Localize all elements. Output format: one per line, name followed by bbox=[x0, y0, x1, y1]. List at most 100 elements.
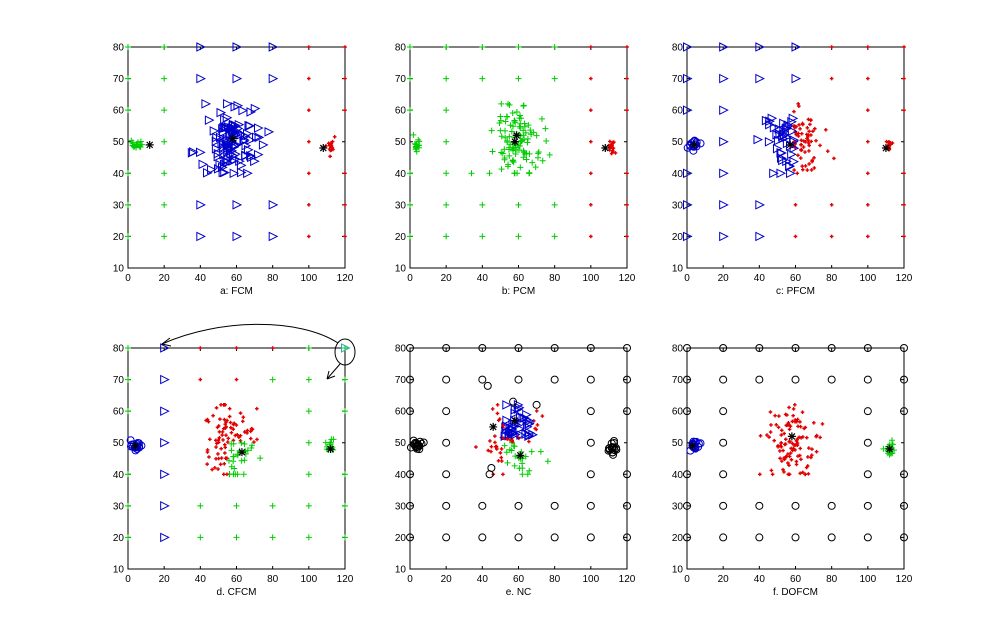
data-point bbox=[787, 440, 792, 444]
data-point bbox=[229, 168, 240, 179]
data-point bbox=[137, 138, 144, 145]
x-tick-label: 40 bbox=[195, 574, 207, 585]
x-tick-label: 20 bbox=[159, 574, 171, 585]
cluster-center bbox=[881, 144, 890, 153]
data-point bbox=[884, 139, 889, 144]
x-tick-label: 60 bbox=[790, 273, 802, 284]
data-point bbox=[519, 471, 526, 478]
data-point bbox=[478, 533, 487, 542]
y-tick-label: 10 bbox=[672, 565, 684, 576]
data-point bbox=[900, 501, 908, 510]
x-tick-label: 40 bbox=[477, 574, 489, 585]
data-point bbox=[443, 170, 450, 177]
data-point bbox=[161, 138, 168, 145]
data-point bbox=[719, 501, 728, 510]
data-point bbox=[774, 422, 779, 427]
data-point bbox=[248, 436, 253, 441]
data-point bbox=[197, 534, 204, 541]
data-point bbox=[625, 76, 629, 81]
data-point bbox=[496, 459, 501, 463]
x-tick-label: 120 bbox=[337, 273, 354, 284]
y-tick-label: 70 bbox=[113, 74, 125, 85]
data-point bbox=[812, 420, 816, 425]
data-point bbox=[719, 200, 729, 210]
data-point bbox=[866, 234, 870, 239]
data-point bbox=[787, 116, 797, 127]
data-point bbox=[479, 233, 486, 240]
data-point bbox=[228, 420, 233, 425]
data-point bbox=[241, 151, 251, 161]
data-point bbox=[474, 445, 478, 449]
data-point bbox=[829, 234, 834, 239]
data-point bbox=[902, 45, 906, 49]
data-point bbox=[411, 438, 420, 447]
data-point bbox=[216, 107, 227, 118]
x-tick-label: 40 bbox=[754, 273, 766, 284]
data-point bbox=[508, 418, 518, 429]
data-point bbox=[719, 533, 728, 542]
data-point bbox=[161, 170, 168, 177]
data-point bbox=[783, 442, 787, 447]
data-point bbox=[607, 148, 612, 152]
annotation-curve bbox=[161, 323, 339, 345]
data-point bbox=[796, 153, 800, 158]
data-point bbox=[342, 502, 348, 509]
data-point bbox=[863, 375, 872, 384]
data-point bbox=[252, 132, 262, 143]
data-point bbox=[210, 467, 214, 472]
data-point bbox=[201, 99, 212, 109]
data-point bbox=[791, 344, 800, 352]
data-point bbox=[406, 375, 414, 384]
data-point bbox=[160, 374, 170, 385]
data-point bbox=[804, 132, 809, 137]
data-point bbox=[207, 455, 211, 459]
data-point bbox=[778, 449, 782, 453]
data-point bbox=[589, 139, 593, 144]
data-point bbox=[488, 439, 492, 443]
data-point bbox=[586, 344, 595, 352]
y-tick-label: 30 bbox=[395, 200, 407, 211]
data-point bbox=[683, 533, 691, 542]
data-point bbox=[343, 171, 347, 176]
data-point bbox=[343, 76, 347, 81]
data-point bbox=[773, 413, 777, 418]
data-point bbox=[270, 346, 275, 350]
data-point bbox=[827, 501, 836, 510]
data-point bbox=[204, 115, 215, 125]
x-tick-label: 120 bbox=[619, 273, 636, 284]
data-point bbox=[214, 445, 218, 449]
data-point bbox=[233, 433, 238, 438]
data-point bbox=[307, 139, 311, 144]
data-point bbox=[502, 415, 512, 426]
data-point bbox=[479, 201, 486, 208]
data-point bbox=[786, 452, 790, 456]
data-point bbox=[342, 376, 348, 383]
data-point bbox=[230, 453, 237, 460]
data-point bbox=[527, 127, 534, 134]
data-point bbox=[442, 501, 451, 510]
scatter-panel: 0 20 40 60 80 100 120 10 20 30 40 50 60 70 80 c: PFCM bbox=[672, 42, 913, 297]
data-point bbox=[535, 148, 542, 155]
data-point bbox=[216, 440, 221, 445]
data-point bbox=[795, 441, 800, 445]
data-point bbox=[253, 123, 264, 133]
data-point bbox=[791, 407, 796, 411]
data-point bbox=[755, 375, 764, 384]
data-point bbox=[189, 147, 199, 157]
cluster-center bbox=[688, 441, 697, 450]
data-point bbox=[221, 426, 226, 431]
data-point bbox=[255, 437, 259, 442]
data-point bbox=[589, 76, 593, 81]
data-point bbox=[493, 444, 498, 449]
data-point bbox=[220, 114, 230, 125]
data-point bbox=[524, 135, 531, 142]
data-point bbox=[814, 138, 818, 143]
data-point bbox=[521, 429, 532, 439]
data-point bbox=[827, 533, 836, 542]
x-tick-label: 80 bbox=[267, 273, 279, 284]
data-point bbox=[535, 423, 540, 427]
data-point bbox=[719, 344, 728, 352]
data-point bbox=[244, 447, 251, 454]
data-point bbox=[801, 145, 806, 149]
data-point bbox=[515, 201, 522, 208]
